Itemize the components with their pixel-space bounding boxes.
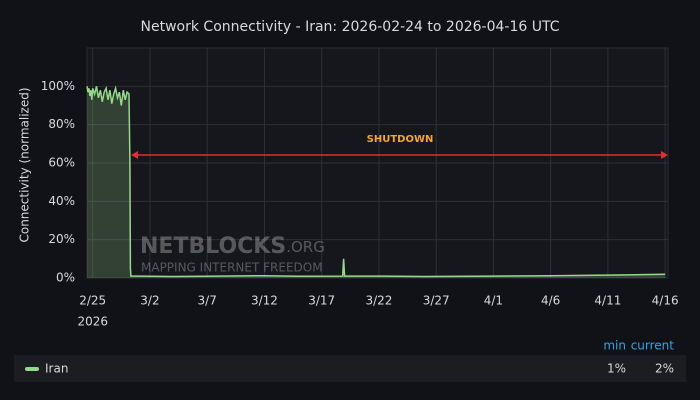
x-tick-label: 3/27 (423, 294, 450, 308)
x-tick-label: 3/22 (365, 294, 392, 308)
legend-row (14, 355, 686, 382)
y-axis-title: Connectivity (normalized) (18, 87, 32, 242)
y-tick-label: 0% (56, 271, 75, 285)
arrow-head (131, 151, 138, 159)
y-tick-label: 20% (48, 232, 75, 246)
x-tick-label: 2/25 (79, 294, 106, 308)
y-tick-label: 100% (41, 79, 75, 93)
watermark-suffix: .ORG (286, 238, 325, 256)
watermark-tagline: MAPPING INTERNET FREEDOM (141, 261, 323, 275)
x-tick-label: 4/1 (484, 294, 503, 308)
x-tick-label: 4/6 (541, 294, 560, 308)
legend-swatch (25, 367, 39, 371)
x-tick-label: 4/11 (594, 294, 621, 308)
legend-header: min (603, 339, 626, 353)
x-year-label: 2026 (77, 315, 108, 329)
x-tick-label: 3/2 (140, 294, 159, 308)
y-tick-label: 80% (48, 117, 75, 131)
series-line (86, 85, 666, 278)
y-tick-label: 40% (48, 194, 75, 208)
x-tick-label: 4/16 (652, 294, 679, 308)
x-tick-label: 3/7 (198, 294, 217, 308)
y-tick-label: 60% (48, 156, 75, 170)
x-tick-label: 3/12 (251, 294, 278, 308)
watermark-name: NETBLOCKS (140, 234, 286, 259)
legend-label: Iran (45, 362, 68, 376)
chart-title: Network Connectivity - Iran: 2026-02-24 … (141, 19, 560, 35)
watermark: NETBLOCKS.ORG (140, 234, 325, 259)
legend-value: 2% (655, 362, 674, 376)
legend-value: 1% (607, 362, 626, 376)
legend-header: current (631, 339, 675, 353)
arrow-head (661, 151, 668, 159)
annotation-label: SHUTDOWN (367, 134, 434, 145)
x-tick-label: 3/17 (308, 294, 335, 308)
